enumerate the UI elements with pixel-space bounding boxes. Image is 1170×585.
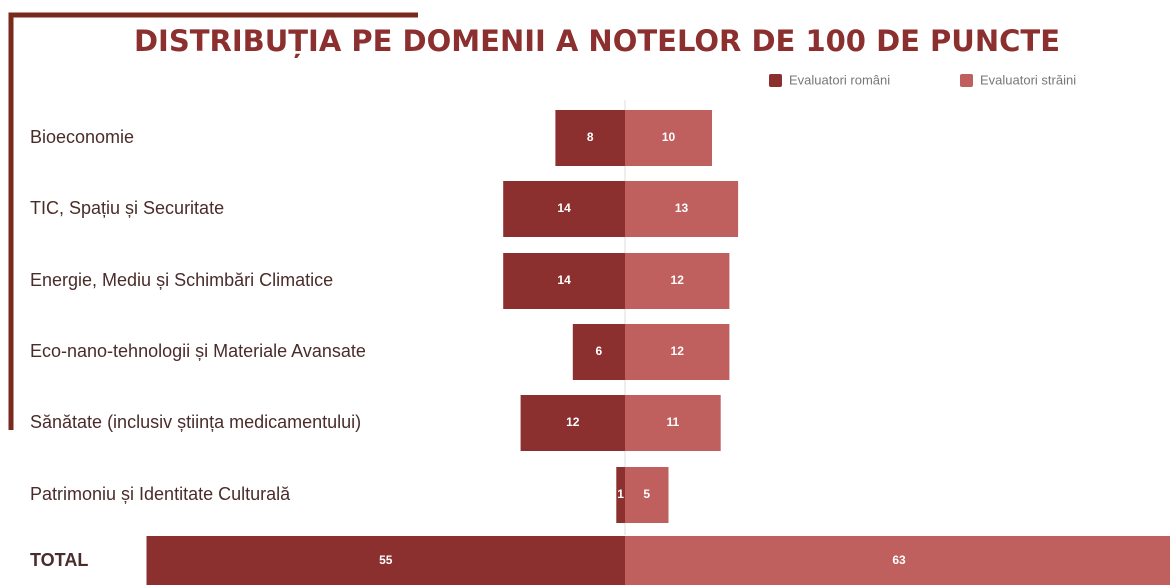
category-label: Patrimoniu și Identitate Culturală xyxy=(30,484,291,504)
category-label: TIC, Spațiu și Securitate xyxy=(30,198,224,218)
frame-decoration xyxy=(8,12,418,430)
bar xyxy=(555,110,625,166)
value-label: 12 xyxy=(566,415,580,429)
bar xyxy=(625,395,721,451)
bar xyxy=(503,181,625,237)
bar xyxy=(625,253,730,309)
legend-label: Evaluatori români xyxy=(789,72,890,87)
bar xyxy=(572,324,625,380)
bar xyxy=(625,536,1170,585)
category-label: Eco-nano-tehnologii și Materiale Avansat… xyxy=(30,341,366,361)
bar xyxy=(625,110,712,166)
value-label: 55 xyxy=(379,553,393,567)
total-label: TOTAL xyxy=(30,550,88,570)
bar xyxy=(503,253,625,309)
value-label: 13 xyxy=(675,201,689,215)
legend-label: Evaluatori străini xyxy=(980,72,1076,87)
bar xyxy=(625,324,730,380)
bar xyxy=(625,181,739,237)
legend-swatch xyxy=(769,74,782,87)
value-label: 14 xyxy=(557,273,571,287)
category-label: Bioeconomie xyxy=(30,127,134,147)
legend-swatch xyxy=(960,74,973,87)
value-label: 12 xyxy=(671,344,685,358)
category-label: Energie, Mediu și Schimbări Climatice xyxy=(30,270,333,290)
bar xyxy=(625,467,669,523)
value-label: 14 xyxy=(557,201,571,215)
value-label: 1 xyxy=(617,487,624,501)
value-label: 63 xyxy=(892,553,906,567)
value-label: 8 xyxy=(587,130,594,144)
value-label: 5 xyxy=(643,487,650,501)
bar xyxy=(146,536,625,585)
bar xyxy=(520,395,625,451)
value-label: 11 xyxy=(667,415,680,429)
value-label: 10 xyxy=(662,130,676,144)
bar xyxy=(616,467,625,523)
chart-title: DISTRIBUȚIA PE DOMENII A NOTELOR DE 100 … xyxy=(134,24,1060,58)
value-label: 12 xyxy=(671,273,685,287)
value-label: 6 xyxy=(596,344,603,358)
category-label: Sănătate (inclusiv știința medicamentulu… xyxy=(30,412,361,432)
